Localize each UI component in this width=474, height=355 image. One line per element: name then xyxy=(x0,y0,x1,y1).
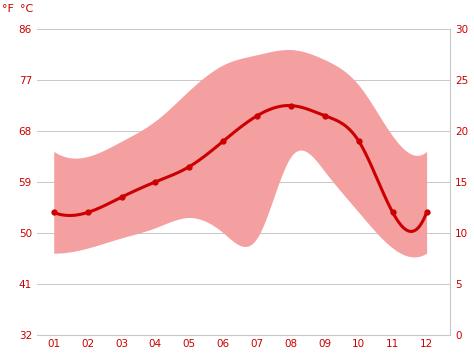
Text: °F: °F xyxy=(1,4,13,14)
Text: °C: °C xyxy=(20,4,34,14)
